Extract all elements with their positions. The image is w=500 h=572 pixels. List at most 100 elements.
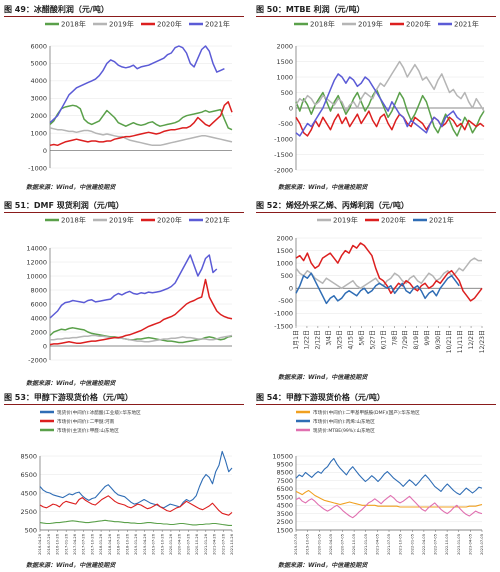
legend-label: 2018年 — [310, 20, 335, 29]
y-tick-label: -500 — [278, 297, 293, 305]
y-tick-label: 2000 — [30, 328, 47, 336]
y-tick-label: -1000 — [274, 135, 293, 143]
series-line — [49, 127, 233, 147]
legend-label: 2020年 — [157, 20, 182, 29]
y-tick-label: 10000 — [26, 272, 47, 280]
y-tick-label: 0 — [289, 104, 293, 112]
legend-item: 2020年 — [141, 20, 182, 29]
y-tick-label: 0 — [43, 342, 47, 350]
x-tick-label: 7/8日 — [391, 330, 398, 346]
legend-label: 市场价(中间价):二甲基甲酰胺(DMF)(国产):华东地区 — [313, 409, 420, 416]
chart-title: 图 49：冰醋酸利润（元/吨） — [4, 5, 109, 14]
x-tick-label: 12/2日 — [468, 330, 475, 349]
y-tick-label: -1000 — [274, 310, 293, 318]
chart-title: 图 54：甲醇下游现货价格（元/吨） — [256, 393, 385, 402]
x-tick-label: 2022-07-05 — [434, 534, 438, 555]
series-line — [295, 242, 483, 302]
chart-source: 数据来源：Wind，中信建投期货 — [26, 562, 116, 569]
x-tick-label: 10/21日 — [446, 330, 453, 353]
x-tick-label: 2021-01-05 — [364, 534, 368, 555]
x-tick-label: 2019-10-26 — [160, 533, 164, 555]
y-tick-label: 9500 — [276, 461, 293, 469]
legend-label: 市场价(中间价):二甲醚:河南 — [57, 418, 115, 425]
y-tick-label: 3000 — [30, 95, 47, 103]
chart-panel-53: 图 53：甲醇下游现货价格（元/吨） 现货价(中间价):冰醋酸(工业级):华东地… — [4, 392, 244, 572]
series-line — [295, 457, 483, 496]
legend-item: 2019年 — [93, 216, 134, 225]
x-tick-label: 2018-10-26 — [125, 533, 129, 555]
y-tick-label: 7500 — [276, 477, 293, 485]
y-tick-label: 1500 — [276, 247, 293, 255]
legend-item: 2019年 — [93, 20, 134, 29]
x-tick-label: 2016-10-26 — [56, 533, 60, 555]
legend-label: 2019年 — [333, 216, 358, 225]
y-tick-label: 4000 — [30, 314, 47, 322]
series-line — [295, 494, 483, 519]
legend-item: 2021年 — [438, 20, 479, 29]
chart-52-svg: 2019年 2020年 2021年 2000 1500 1000 500 0 -500 -1000… — [274, 216, 486, 354]
y-tick-label: 2500 — [276, 518, 293, 526]
x-tick-label: 7/29日 — [402, 330, 409, 349]
legend-item: 2018年 — [294, 20, 335, 29]
title-rule — [256, 212, 496, 213]
x-tick-label: 5/6日 — [358, 330, 365, 346]
y-tick-label: 8000 — [30, 286, 47, 294]
legend-item: 市场价(中间价):二甲基甲酰胺(DMF)(国产):华东地区 — [296, 409, 420, 416]
legend-item: 2018年 — [45, 20, 86, 29]
series-line — [295, 489, 483, 508]
y-tick-label: 500 — [281, 89, 293, 97]
legend-label: 市场价(中间价):丙烯:山东地区 — [313, 418, 375, 425]
x-tick-label: 2020-10-05 — [352, 534, 356, 555]
x-tick-label: 2016-04-26 — [38, 533, 42, 555]
chart-panel-51: 图 51：DMF 现货利润（元/吨） 2018年 2019年 2020年 2021年 1… — [4, 200, 244, 388]
legend-label: 2021年 — [205, 216, 230, 225]
series-line — [295, 88, 485, 137]
chart-panel-49: 图 49：冰醋酸利润（元/吨） 2018年 2019年 2020年 2021年 6000… — [4, 4, 244, 192]
legend-label: 市场价(主流价):甲醛:山东地区 — [57, 427, 119, 434]
x-tick-label: 2021-04-26 — [213, 533, 217, 555]
legend-label: 2021年 — [454, 20, 479, 29]
y-tick-label: 2000 — [276, 234, 293, 242]
series-line — [49, 254, 218, 319]
y-tick-label: 8500 — [20, 452, 37, 460]
x-tick-label: 2020-10-26 — [195, 533, 199, 555]
chart-source: 数据来源：Wind，中信建投期货 — [278, 184, 368, 191]
x-tick-label: 2021-07-26 — [221, 533, 225, 555]
x-tick-label: 3/4日 — [326, 330, 333, 346]
legend-label: 2018年 — [61, 216, 86, 225]
legend-item: 2020年 — [390, 20, 431, 29]
x-tick-label: 6/17日 — [380, 330, 387, 349]
x-tick-label: 4/15日 — [348, 330, 355, 349]
chart-title: 图 52：烯烃外采乙烯、丙烯利润（元/吨） — [256, 201, 409, 210]
chart-panel-54: 图 54：甲醇下游现货价格（元/吨） 市场价(中间价):二甲基甲酰胺(DMF)(… — [256, 392, 496, 572]
chart-51-svg: 2018年 2019年 2020年 2021年 14000 12000 10000 8000 6… — [26, 216, 233, 364]
x-tick-label: 2023-07-05 — [480, 534, 484, 555]
series-line — [49, 45, 225, 124]
title-rule — [4, 212, 244, 213]
y-tick-label: 0 — [289, 285, 293, 293]
y-tick-label: 6500 — [276, 485, 293, 493]
y-tick-label: 1000 — [276, 259, 293, 267]
x-tick-label: 2017-10-26 — [90, 533, 94, 555]
x-tick-label: 2022-04-05 — [422, 534, 426, 555]
legend-item: 现货价(中间价):冰醋酸(工业级):华东地区 — [40, 409, 141, 416]
chart-53-svg: 现货价(中间价):冰醋酸(工业级):华东地区市场价(中间价):二甲醚:河南市场价… — [20, 409, 234, 555]
x-tick-label: 2019-01-26 — [134, 533, 138, 555]
x-tick-label: 2020-01-05 — [317, 534, 321, 555]
y-tick-label: -2000 — [274, 166, 293, 174]
y-tick-label: 6000 — [30, 42, 47, 50]
title-rule — [4, 404, 244, 405]
x-tick-label: 2023-01-05 — [457, 534, 461, 555]
x-tick-label: 2018-04-26 — [108, 533, 112, 555]
chart-49-svg: 2018年 2019年 2020年 2021年 6000 5000 4000 3000 2000… — [28, 20, 233, 172]
y-tick-label: 10500 — [272, 452, 293, 460]
x-tick-label: 2022-10-05 — [445, 534, 449, 555]
x-tick-label: 2021-07-05 — [387, 534, 391, 555]
chart-panel-52: 图 52：烯烃外采乙烯、丙烯利润（元/吨） 2019年 2020年 2021年 200… — [256, 200, 496, 388]
legend-label: 2020年 — [381, 216, 406, 225]
legend-item: 2019年 — [317, 216, 358, 225]
series-line — [295, 272, 460, 305]
x-tick-label: 2020-07-05 — [341, 534, 345, 555]
y-tick-label: -2000 — [28, 356, 47, 364]
title-rule — [4, 16, 244, 17]
